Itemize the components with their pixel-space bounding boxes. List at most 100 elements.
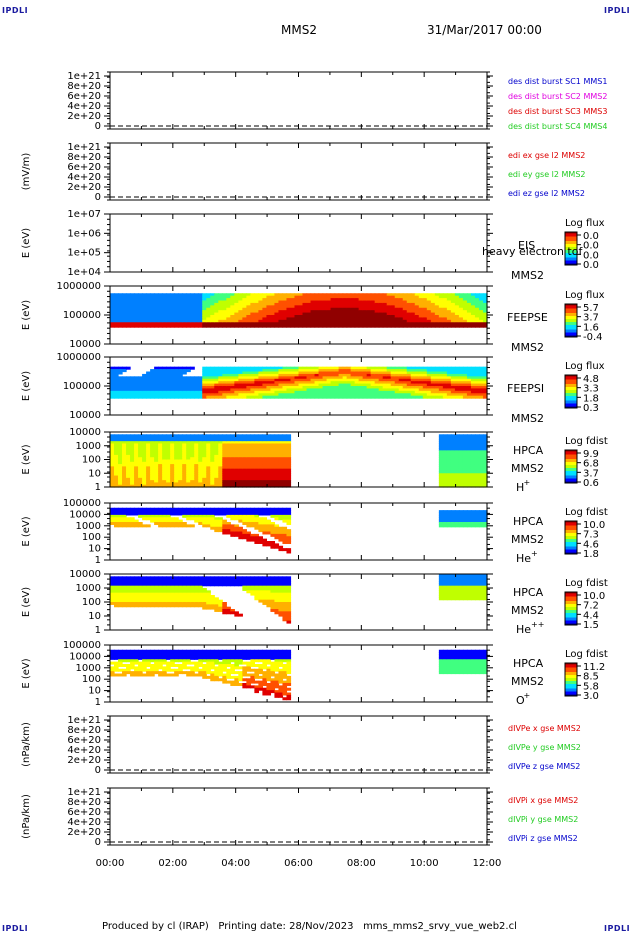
spectrogram-cell: [238, 484, 243, 488]
spectrogram-cell: [282, 393, 288, 397]
spectrogram-cell: [166, 371, 171, 375]
spectrogram-cell: [198, 378, 203, 382]
spectrogram-cell: [398, 386, 404, 390]
spectrogram-cell: [466, 517, 472, 521]
spectrogram-cell: [282, 548, 288, 552]
spectrogram-cell: [462, 477, 468, 481]
spectrogram-cell: [262, 312, 268, 316]
spectrogram-cell: [246, 473, 251, 477]
spectrogram-cell: [410, 371, 416, 375]
spectrogram-cell: [166, 450, 171, 454]
spectrogram-cell: [446, 436, 452, 440]
spectrogram-cell: [278, 438, 284, 442]
spectrogram-cell: [182, 441, 187, 445]
spectrogram-cell: [478, 473, 484, 477]
spectrogram-cell: [230, 369, 235, 373]
spectrogram-cell: [182, 468, 187, 472]
spectrogram-cell: [194, 519, 199, 523]
spectrogram-cell: [178, 522, 183, 525]
colorbar-swatch: [565, 522, 577, 525]
spectrogram-cell: [110, 461, 115, 465]
spectrogram-cell: [142, 438, 147, 442]
spectrogram-cell: [410, 305, 416, 309]
spectrogram-cell: [166, 307, 171, 311]
spectrogram-cell: [238, 443, 243, 447]
spectrogram-cell: [414, 302, 420, 306]
spectrogram-cell: [150, 445, 155, 449]
spectrogram-cell: [142, 510, 147, 514]
spectrogram-cell: [482, 512, 488, 516]
spectrogram-cell: [254, 448, 259, 451]
spectrogram-cell: [430, 393, 436, 397]
spectrogram-cell: [210, 302, 215, 306]
spectrogram-cell: [202, 319, 207, 323]
spectrogram-cell: [422, 373, 428, 377]
spectrogram-cell: [450, 322, 456, 326]
spectrogram-cell: [126, 386, 131, 390]
spectrogram-cell: [474, 514, 480, 518]
spectrogram-cell: [258, 443, 264, 447]
spectrogram-cell: [238, 378, 243, 382]
spectrogram-cell: [154, 388, 159, 392]
spectrogram-cell: [446, 454, 452, 458]
spectrogram-cell: [350, 310, 356, 314]
spectrogram-cell: [378, 381, 384, 385]
spectrogram-cell: [126, 443, 131, 447]
spectrogram-cell: [134, 324, 139, 328]
spectrogram-cell: [238, 305, 243, 309]
spectrogram-cell: [202, 438, 207, 442]
y-axis-label: E (eV): [21, 516, 32, 546]
spectrogram-cell: [446, 378, 452, 382]
spectrogram-cell: [138, 477, 143, 481]
spectrogram-cell: [326, 388, 332, 392]
spectrogram-cell: [166, 510, 171, 514]
spectrogram-cell: [366, 388, 372, 392]
spectrogram-cell: [162, 319, 167, 323]
spectrogram-cell: [158, 443, 163, 447]
spectrogram-cell: [442, 302, 448, 306]
spectrogram-cell: [430, 383, 436, 387]
spectrogram-cell: [162, 298, 167, 302]
spectrogram-cell: [218, 434, 223, 438]
colorbar-swatch: [565, 460, 577, 463]
spectrogram-cell: [270, 466, 276, 470]
spectrogram-cell: [182, 470, 187, 474]
spectrogram-cell: [470, 395, 476, 399]
spectrogram-cell: [114, 395, 119, 399]
spectrogram-cell: [142, 322, 147, 326]
y-tick-label: 10: [88, 544, 101, 555]
spectrogram-cell: [202, 457, 207, 461]
spectrogram-cell: [354, 383, 360, 387]
spectrogram-cell: [234, 482, 239, 486]
spectrogram-cell: [422, 383, 428, 387]
spectrogram-cell: [266, 473, 272, 477]
colorbar-title: Log fdist: [565, 436, 608, 447]
spectrogram-cell: [446, 461, 452, 465]
spectrogram-cell: [414, 312, 420, 316]
spectrogram-cell: [154, 434, 159, 438]
spectrogram-cell: [174, 376, 179, 380]
spectrogram-cell: [310, 388, 316, 392]
spectrogram-cell: [246, 386, 251, 390]
spectrogram-cell: [114, 441, 119, 445]
spectrogram-cell: [250, 438, 255, 442]
spectrogram-cell: [238, 393, 243, 397]
spectrogram-cell: [166, 317, 171, 321]
spectrogram-cell: [210, 307, 215, 311]
spectrogram-cell: [222, 312, 227, 316]
spectrogram-cell: [438, 464, 444, 467]
spectrogram-cell: [462, 390, 468, 394]
spectrogram-cell: [478, 322, 484, 326]
spectrogram-cell: [226, 510, 231, 514]
spectrogram-cell: [122, 390, 127, 394]
spectrogram-cell: [110, 576, 115, 580]
spectrogram-cell: [358, 307, 364, 311]
spectrogram-cell: [454, 457, 460, 461]
spectrogram-cell: [382, 390, 388, 394]
spectrogram-cell: [438, 480, 444, 484]
spectrogram-cell: [398, 298, 404, 302]
spectrogram-cell: [214, 293, 219, 297]
spectrogram-cell: [270, 441, 276, 445]
spectrogram-cell: [258, 522, 264, 525]
